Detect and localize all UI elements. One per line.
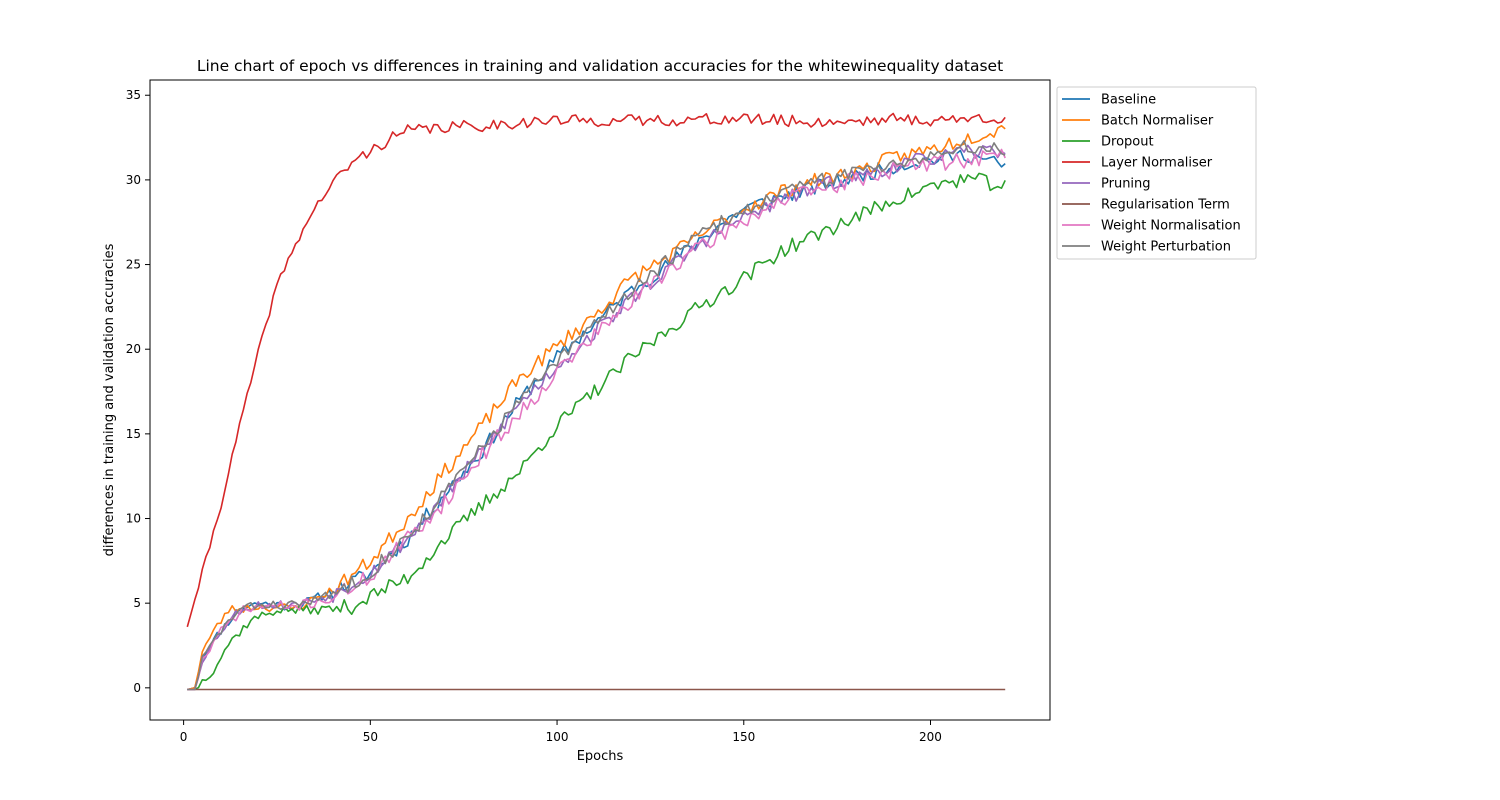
y-tick-label: 10 — [126, 512, 141, 526]
series-line-dropout — [187, 172, 1006, 691]
series-line-baseline — [187, 149, 1006, 691]
y-tick-label: 0 — [133, 681, 141, 695]
legend-label: Regularisation Term — [1101, 198, 1230, 213]
x-tick-label: 50 — [363, 730, 378, 744]
x-tick-label: 0 — [180, 730, 188, 744]
chart-title: Line chart of epoch vs differences in tr… — [197, 57, 1003, 75]
series-line-weight-perturbation — [187, 140, 1006, 691]
series-line-layer-normaliser — [186, 112, 1006, 628]
x-tick-label: 200 — [919, 730, 942, 744]
y-axis: 0 5 10 15 20 25 30 35 — [126, 88, 150, 695]
plot-frame — [149, 79, 1051, 721]
legend-label: Baseline — [1101, 93, 1156, 108]
x-tick-label: 100 — [546, 730, 569, 744]
legend-label: Dropout — [1101, 135, 1154, 150]
legend-label: Batch Normaliser — [1101, 114, 1214, 129]
legend: Baseline Batch Normaliser Dropout Layer Nor… — [1056, 86, 1257, 260]
legend-label: Layer Normaliser — [1101, 156, 1213, 171]
x-axis-label: Epochs — [577, 749, 624, 764]
legend-label: Weight Normalisation — [1101, 219, 1241, 234]
x-tick-label: 150 — [732, 730, 755, 744]
y-axis-label: differences in training and validation a… — [102, 243, 117, 556]
series-line-batch-normaliser — [187, 125, 1006, 691]
series-line-weight-normalisation — [187, 148, 1006, 691]
legend-label: Weight Perturbation — [1101, 240, 1231, 255]
x-axis: 0 50 100 150 200 — [180, 720, 942, 744]
legend-label: Pruning — [1101, 177, 1151, 192]
y-tick-label: 15 — [126, 427, 141, 441]
y-tick-label: 35 — [126, 88, 141, 102]
y-tick-label: 25 — [126, 258, 141, 272]
y-tick-label: 30 — [126, 173, 141, 187]
plot-lines — [186, 112, 1006, 691]
legend-box — [1056, 86, 1257, 260]
y-tick-label: 5 — [133, 596, 141, 610]
y-tick-label: 20 — [126, 342, 141, 356]
